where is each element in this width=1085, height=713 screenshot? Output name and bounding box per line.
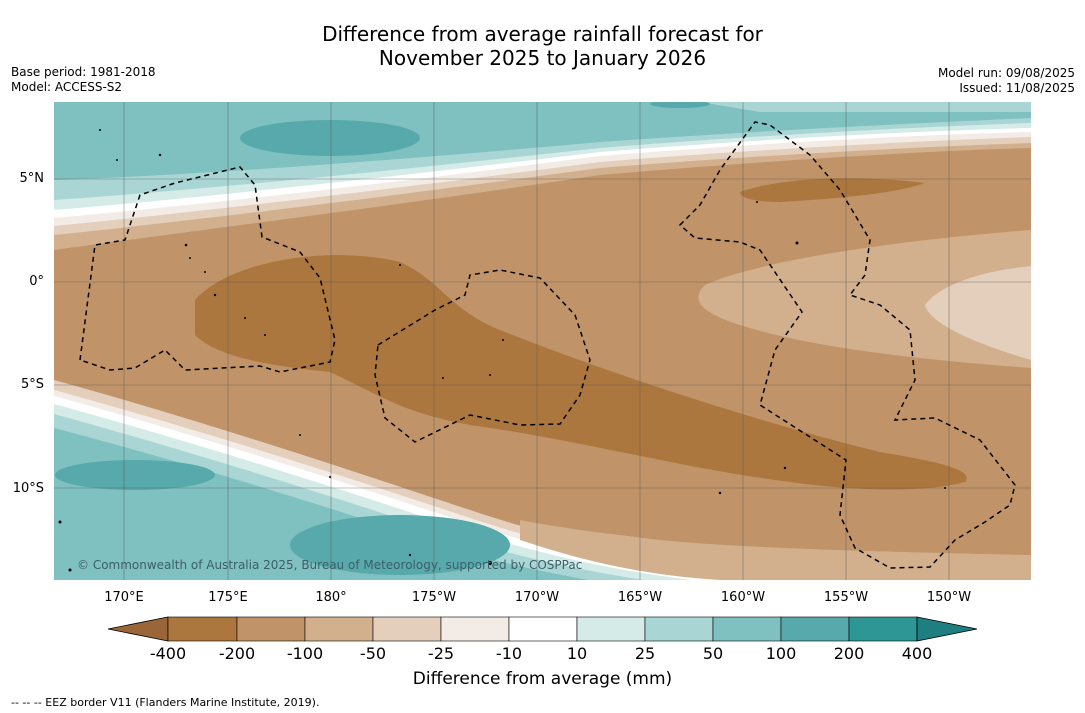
colorbar-tick: -100 <box>286 644 324 663</box>
meta-right: Model run: 09/08/2025 Issued: 11/08/2025 <box>938 66 1075 96</box>
colorbar-tick: -10 <box>495 644 523 663</box>
model-name: Model: ACCESS-S2 <box>11 80 123 94</box>
colorbar-tick: 200 <box>833 644 865 663</box>
colorbar-tick: 25 <box>634 644 656 663</box>
lon-label-170e: 170°E <box>104 590 144 605</box>
meta-left: Base period: 1981-2018 Model: ACCESS-S2 <box>11 65 156 95</box>
eez-footnote: -- -- -- EEZ border V11 (Flanders Marine… <box>11 696 320 709</box>
lon-label-175e: 175°E <box>208 590 248 605</box>
lon-label-150w: 150°W <box>926 590 972 605</box>
colorbar-tick: 400 <box>901 644 933 663</box>
colorbar-extend-high <box>916 616 978 642</box>
issued-date: Issued: 11/08/2025 <box>959 81 1075 95</box>
colorbar-tick: -50 <box>359 644 387 663</box>
lon-label-180: 180° <box>315 590 347 605</box>
islands <box>58 129 946 572</box>
map-fill <box>54 102 1031 580</box>
lat-label-0: 0° <box>29 274 44 289</box>
lon-label-155w: 155°W <box>823 590 869 605</box>
colorbar-extend-low <box>107 616 169 642</box>
lat-label-5n: 5°N <box>19 171 45 186</box>
title-line-1: Difference from average rainfall forecas… <box>322 22 763 46</box>
title-line-2: November 2025 to January 2026 <box>378 46 707 70</box>
copyright-notice: © Commonwealth of Australia 2025, Bureau… <box>77 558 583 572</box>
lon-label-175w: 175°W <box>411 590 457 605</box>
lon-label-165w: 165°W <box>617 590 663 605</box>
lat-label-5s: 5°S <box>20 377 44 392</box>
base-period: Base period: 1981-2018 <box>11 65 156 79</box>
colorbar <box>107 616 978 642</box>
lon-label-170w: 170°W <box>514 590 560 605</box>
colorbar-tick: -25 <box>427 644 455 663</box>
colorbar-tick: 10 <box>566 644 588 663</box>
colorbar-tick: -200 <box>218 644 256 663</box>
chart-title: Difference from average rainfall forecas… <box>0 22 1085 70</box>
colorbar-tick: 100 <box>765 644 797 663</box>
lat-label-10s: 10°S <box>12 481 44 496</box>
eez-borders <box>79 121 1016 569</box>
colorbar-tick: -400 <box>149 644 187 663</box>
lon-label-160w: 160°W <box>720 590 766 605</box>
model-run: Model run: 09/08/2025 <box>937 66 1075 80</box>
colorbar-title: Difference from average (mm) <box>412 669 673 689</box>
colorbar-tick: 50 <box>702 644 724 663</box>
